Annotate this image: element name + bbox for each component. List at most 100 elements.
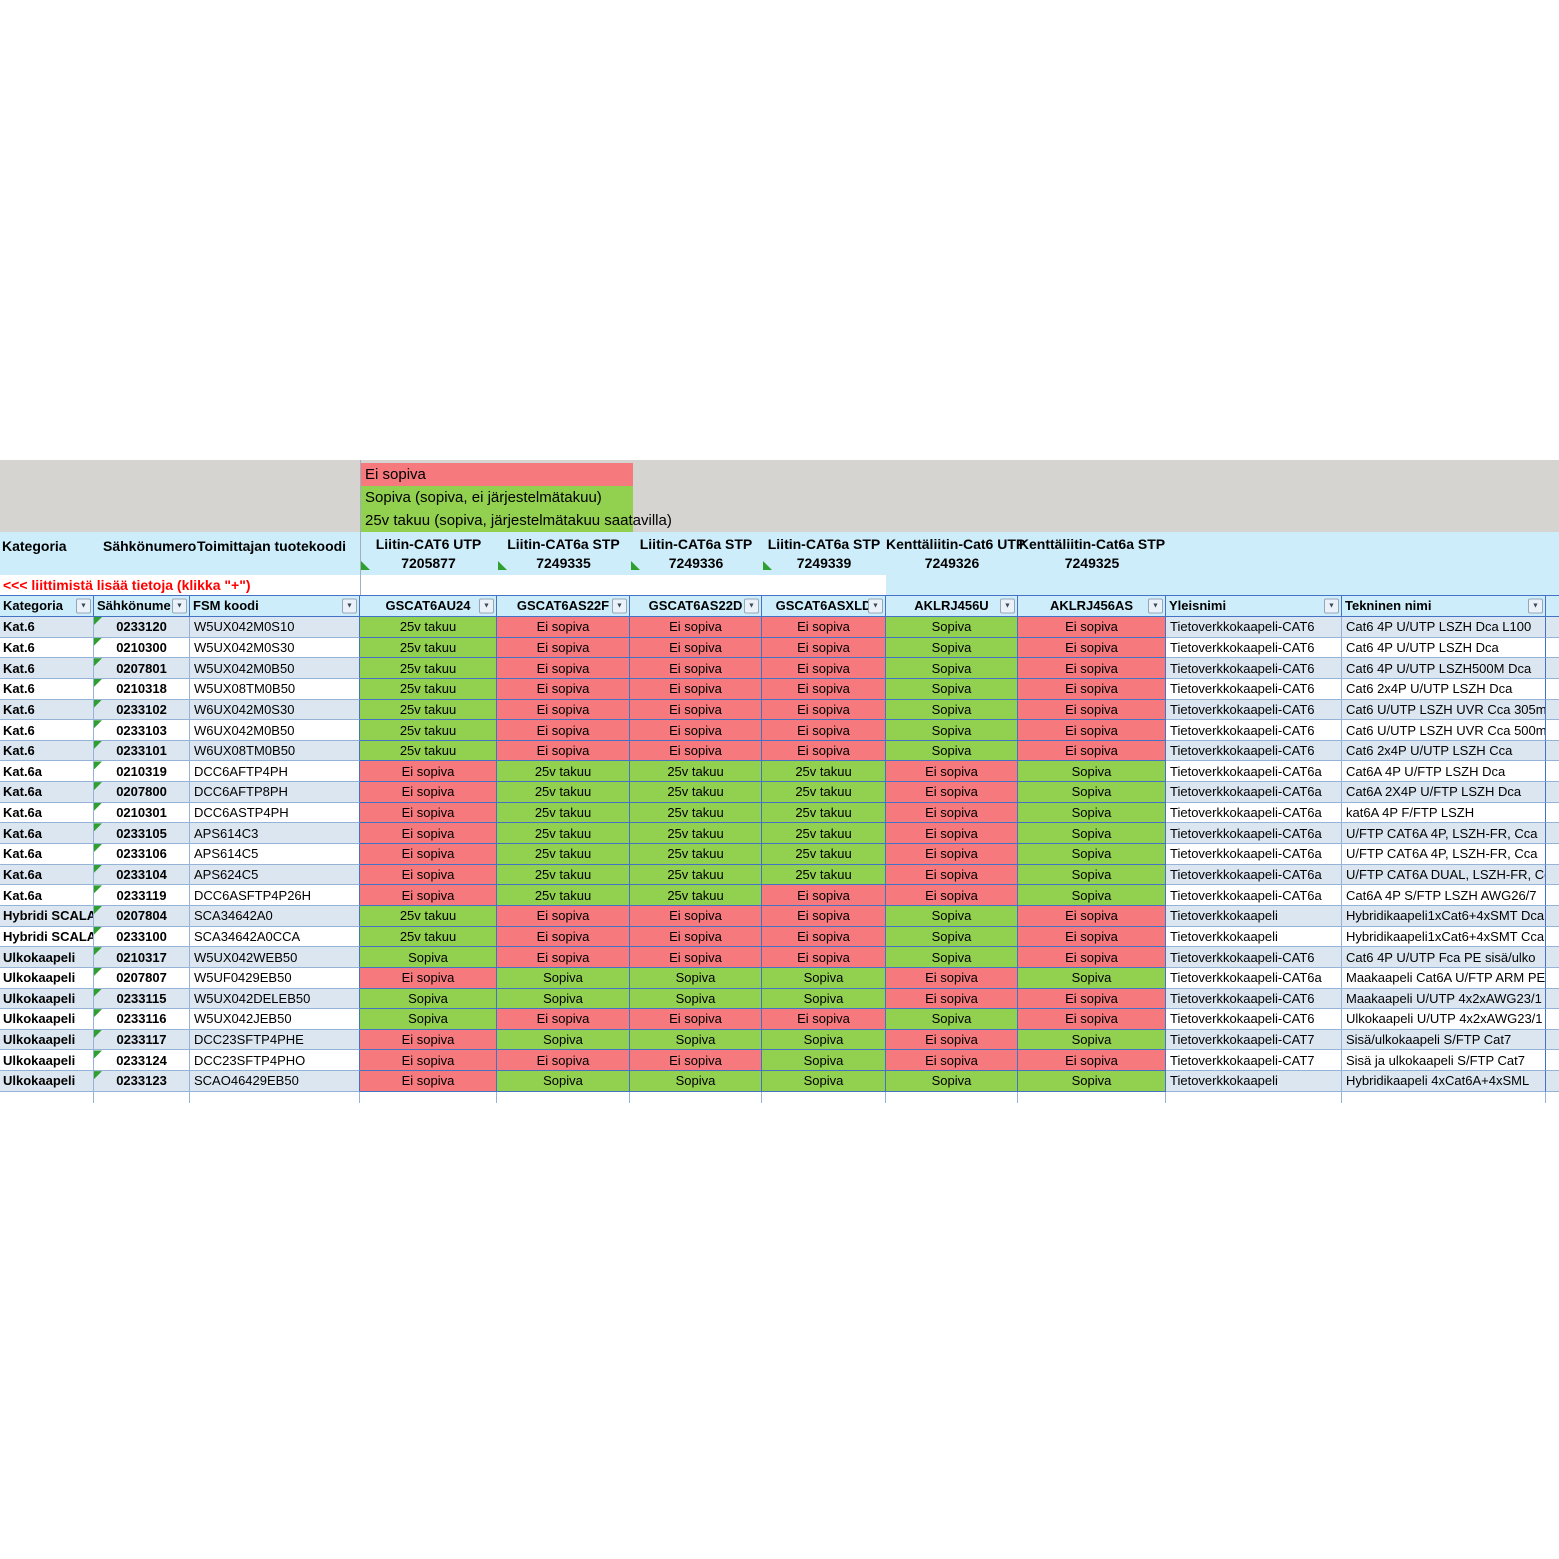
filter-header-aklrj456as[interactable]: AKLRJ456AS ▼ [1018, 596, 1166, 616]
technical-name-cell[interactable]: Cat6 4P U/UTP LSZH Dca L100 [1342, 617, 1546, 638]
category-cell[interactable]: Kat.6a [0, 885, 94, 906]
status-cell-gscat6au24[interactable]: 25v takuu [360, 678, 497, 700]
category-cell[interactable]: Kat.6 [0, 720, 94, 741]
category-cell[interactable]: Kat.6a [0, 761, 94, 783]
common-name-cell[interactable]: Tietoverkkokaapeli-CAT6a [1166, 844, 1342, 865]
status-cell-gscat6as22f[interactable]: 25v takuu [497, 885, 630, 906]
product-header-liitin-cat6a-stp-3[interactable]: Liitin-CAT6a STP 7249339 [762, 535, 886, 573]
status-cell-gscat6as22f[interactable]: 25v takuu [497, 761, 630, 783]
status-cell-aklrj456as[interactable]: Ei sopiva [1018, 617, 1166, 638]
status-cell-aklrj456as[interactable]: Ei sopiva [1018, 658, 1166, 679]
status-cell-gscat6as22d[interactable]: Sopiva [630, 967, 762, 989]
electric-number-cell[interactable]: 0233103 [94, 720, 190, 741]
status-cell-gscat6asxld[interactable]: Ei sopiva [762, 678, 886, 700]
common-name-cell[interactable]: Tietoverkkokaapeli-CAT6 [1166, 1009, 1342, 1030]
status-cell-aklrj456u[interactable]: Sopiva [886, 637, 1018, 659]
filter-dropdown-icon[interactable]: ▼ [1000, 598, 1015, 614]
status-cell-gscat6as22f[interactable]: 25v takuu [497, 782, 630, 803]
technical-name-cell[interactable]: U/FTP CAT6A 4P, LSZH-FR, Cca [1342, 844, 1546, 865]
fsm-code-cell[interactable]: DCC6ASTP4PH [190, 802, 360, 824]
filter-dropdown-icon[interactable]: ▼ [172, 598, 187, 614]
status-cell-gscat6as22f[interactable]: Sopiva [497, 1029, 630, 1051]
electric-number-cell[interactable]: 0210318 [94, 678, 190, 700]
technical-name-cell[interactable]: kat6A 4P F/FTP LSZH [1342, 802, 1546, 824]
status-cell-gscat6au24[interactable]: Ei sopiva [360, 1050, 497, 1072]
electric-number-cell[interactable]: 0233123 [94, 1071, 190, 1092]
status-cell-gscat6au24[interactable]: Ei sopiva [360, 844, 497, 865]
status-cell-gscat6asxld[interactable]: Sopiva [762, 988, 886, 1010]
fsm-code-cell[interactable]: W5UX042JEB50 [190, 1009, 360, 1030]
status-cell-gscat6as22f[interactable]: Ei sopiva [497, 1009, 630, 1030]
common-name-cell[interactable]: Tietoverkkokaapeli-CAT6 [1166, 740, 1342, 762]
fsm-code-cell[interactable]: DCC6AFTP4PH [190, 761, 360, 783]
status-cell-gscat6as22f[interactable]: Ei sopiva [497, 740, 630, 762]
status-cell-aklrj456u[interactable]: Ei sopiva [886, 988, 1018, 1010]
fsm-code-cell[interactable]: SCA34642A0CCA [190, 926, 360, 948]
filter-dropdown-icon[interactable]: ▼ [76, 598, 91, 614]
info-note[interactable]: <<< liittimistä lisää tietoja (klikka "+… [3, 577, 251, 593]
technical-name-cell[interactable]: Cat6A 4P S/FTP LSZH AWG26/7 [1342, 885, 1546, 906]
status-cell-aklrj456as[interactable]: Ei sopiva [1018, 699, 1166, 721]
filter-dropdown-icon[interactable]: ▼ [342, 598, 357, 614]
electric-number-cell[interactable]: 0207800 [94, 782, 190, 803]
status-cell-aklrj456u[interactable]: Sopiva [886, 699, 1018, 721]
status-cell-gscat6as22d[interactable]: Ei sopiva [630, 926, 762, 948]
filter-dropdown-icon[interactable]: ▼ [1148, 598, 1163, 614]
legend-item-ei-sopiva[interactable]: Ei sopiva [361, 463, 633, 486]
filter-dropdown-icon[interactable]: ▼ [744, 598, 759, 614]
technical-name-cell[interactable]: Maakaapeli Cat6A U/FTP ARM PE [1342, 967, 1546, 989]
electric-number-cell[interactable]: 0233115 [94, 988, 190, 1010]
electric-number-cell[interactable]: 0233117 [94, 1029, 190, 1051]
status-cell-aklrj456u[interactable]: Sopiva [886, 905, 1018, 927]
electric-number-cell[interactable]: 0210319 [94, 761, 190, 783]
technical-name-cell[interactable]: Sisä/ulkokaapeli S/FTP Cat7 [1342, 1029, 1546, 1051]
fsm-code-cell[interactable]: W6UX08TM0B50 [190, 740, 360, 762]
category-cell[interactable]: Kat.6a [0, 802, 94, 824]
status-cell-gscat6as22d[interactable]: Ei sopiva [630, 699, 762, 721]
category-cell[interactable]: Kat.6 [0, 740, 94, 762]
fsm-code-cell[interactable]: W5UX042WEB50 [190, 947, 360, 968]
technical-name-cell[interactable]: Maakaapeli U/UTP 4x2xAWG23/1 [1342, 988, 1546, 1010]
status-cell-aklrj456as[interactable]: Sopiva [1018, 844, 1166, 865]
status-cell-aklrj456u[interactable]: Sopiva [886, 1009, 1018, 1030]
common-name-cell[interactable]: Tietoverkkokaapeli [1166, 905, 1342, 927]
status-cell-aklrj456as[interactable]: Sopiva [1018, 967, 1166, 989]
status-cell-gscat6as22d[interactable]: Ei sopiva [630, 1050, 762, 1072]
status-cell-gscat6asxld[interactable]: Ei sopiva [762, 947, 886, 968]
category-cell[interactable]: Kat.6a [0, 782, 94, 803]
electric-number-cell[interactable]: 0207801 [94, 658, 190, 679]
status-cell-gscat6asxld[interactable]: 25v takuu [762, 864, 886, 886]
status-cell-aklrj456as[interactable]: Sopiva [1018, 802, 1166, 824]
status-cell-gscat6as22f[interactable]: Ei sopiva [497, 637, 630, 659]
technical-name-cell[interactable]: Sisä ja ulkokaapeli S/FTP Cat7 [1342, 1050, 1546, 1072]
status-cell-aklrj456as[interactable]: Ei sopiva [1018, 637, 1166, 659]
fsm-code-cell[interactable]: APS614C5 [190, 844, 360, 865]
status-cell-aklrj456as[interactable]: Ei sopiva [1018, 905, 1166, 927]
status-cell-gscat6as22d[interactable]: 25v takuu [630, 823, 762, 845]
status-cell-gscat6asxld[interactable]: Ei sopiva [762, 905, 886, 927]
technical-name-cell[interactable]: Hybridikaapeli 4xCat6A+4xSML [1342, 1071, 1546, 1092]
status-cell-aklrj456u[interactable]: Sopiva [886, 617, 1018, 638]
category-cell[interactable]: Kat.6a [0, 844, 94, 865]
technical-name-cell[interactable]: U/FTP CAT6A DUAL, LSZH-FR, Cca [1342, 864, 1546, 886]
status-cell-aklrj456u[interactable]: Ei sopiva [886, 782, 1018, 803]
status-cell-gscat6as22f[interactable]: Sopiva [497, 1071, 630, 1092]
status-cell-gscat6asxld[interactable]: Sopiva [762, 967, 886, 989]
fsm-code-cell[interactable]: W5UX08TM0B50 [190, 678, 360, 700]
status-cell-gscat6au24[interactable]: Ei sopiva [360, 885, 497, 906]
status-cell-gscat6as22f[interactable]: Ei sopiva [497, 947, 630, 968]
status-cell-aklrj456u[interactable]: Sopiva [886, 678, 1018, 700]
status-cell-aklrj456as[interactable]: Sopiva [1018, 761, 1166, 783]
status-cell-gscat6asxld[interactable]: Ei sopiva [762, 926, 886, 948]
electric-number-cell[interactable]: 0233100 [94, 926, 190, 948]
category-cell[interactable]: Kat.6 [0, 658, 94, 679]
fsm-code-cell[interactable]: W5UX042M0S30 [190, 637, 360, 659]
status-cell-gscat6au24[interactable]: 25v takuu [360, 617, 497, 638]
status-cell-aklrj456u[interactable]: Ei sopiva [886, 761, 1018, 783]
common-name-cell[interactable]: Tietoverkkokaapeli-CAT6 [1166, 617, 1342, 638]
fsm-code-cell[interactable]: DCC6ASFTP4P26H [190, 885, 360, 906]
status-cell-gscat6au24[interactable]: Ei sopiva [360, 802, 497, 824]
status-cell-gscat6au24[interactable]: Ei sopiva [360, 1071, 497, 1092]
status-cell-gscat6asxld[interactable]: 25v takuu [762, 802, 886, 824]
category-cell[interactable]: Kat.6 [0, 699, 94, 721]
